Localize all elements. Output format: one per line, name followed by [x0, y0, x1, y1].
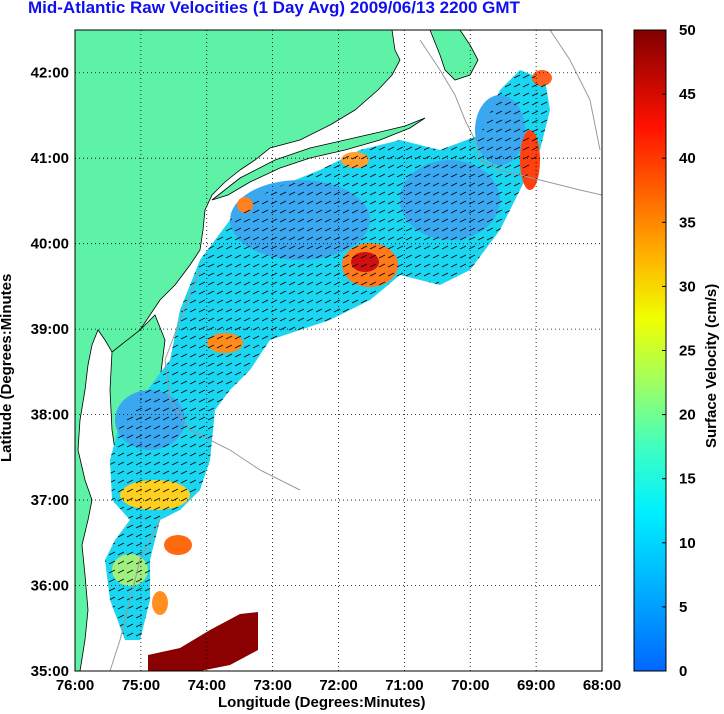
longitude-tick-label: 75:00	[122, 677, 160, 694]
latitude-tick-label: 36:00	[31, 578, 69, 595]
velocity-field	[105, 70, 552, 671]
longitude-tick-label: 70:00	[451, 677, 489, 694]
colorbar-tick-label: 10	[679, 535, 696, 552]
longitude-tick-label: 73:00	[253, 677, 291, 694]
longitude-tick-label: 71:00	[385, 677, 423, 694]
colorbar-tick-label: 0	[679, 663, 687, 680]
land-mass	[75, 30, 401, 671]
latitude-tick-label: 37:00	[31, 492, 69, 509]
longitude-tick-label: 69:00	[517, 677, 555, 694]
x-axis-label: Longitude (Degrees:Minutes)	[218, 694, 426, 711]
colorbar-tick-label: 40	[679, 150, 696, 167]
colorbar	[633, 29, 667, 672]
colorbar-tick-label: 45	[679, 86, 696, 103]
latitude-tick-label: 39:00	[31, 321, 69, 338]
latitude-ticks: 42:00 41:00 40:00 39:00 38:00 37:00 36:00 35:00	[31, 65, 69, 680]
colorbar-tick-label: 50	[679, 22, 696, 39]
map-title: Mid-Atlantic Raw Velocities (1 Day Avg) …	[28, 0, 520, 17]
long-island	[211, 117, 426, 201]
longitude-tick-label: 72:00	[319, 677, 357, 694]
colorbar-tick-label: 30	[679, 278, 696, 295]
colorbar-tick-label: 5	[679, 599, 687, 616]
graticule	[75, 30, 602, 671]
latitude-tick-label: 35:00	[31, 663, 69, 680]
latitude-tick-label: 41:00	[31, 150, 69, 167]
colorbar-tick-label: 35	[679, 214, 696, 231]
map-frame	[74, 29, 603, 672]
latitude-tick-label: 38:00	[31, 407, 69, 424]
latitude-tick-label: 42:00	[31, 65, 69, 82]
y-axis-label: Latitude (Degrees:Minutes	[0, 273, 15, 462]
longitude-tick-label: 74:00	[188, 677, 226, 694]
colorbar-tick-label: 20	[679, 407, 696, 424]
colorbar-tick-label: 15	[679, 471, 696, 488]
latitude-tick-label: 40:00	[31, 236, 69, 253]
colorbar-label: Surface Velocity (cm/s)	[703, 283, 720, 448]
longitude-tick-label: 68:00	[583, 677, 621, 694]
longitude-tick-label: 76:00	[56, 677, 94, 694]
longitude-ticks: 76:00 75:00 74:00 73:00 72:00 71:00 70:00 69:00…	[56, 677, 621, 694]
colorbar-tick-label: 25	[679, 343, 696, 360]
